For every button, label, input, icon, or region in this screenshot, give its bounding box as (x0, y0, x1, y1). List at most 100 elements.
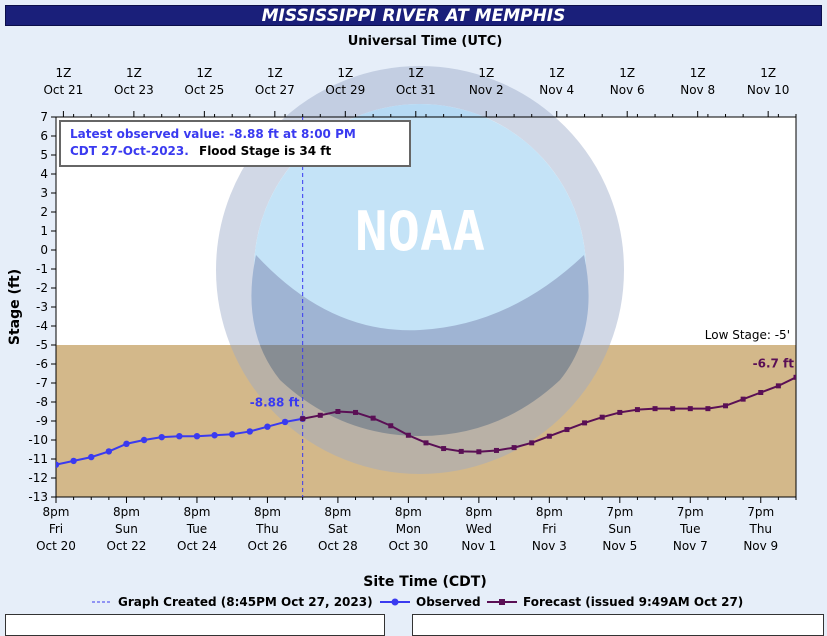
x-bottom-label-5-0: 8pm (395, 505, 422, 519)
x-bottom-label-9-2: Nov 7 (673, 539, 708, 553)
annotation-box (59, 120, 411, 167)
noaa-logo-sky (254, 104, 586, 436)
legend-observed: Observed (416, 595, 481, 609)
x-bottom-label-2-2: Oct 24 (177, 539, 217, 553)
y-tick-label-13: -6 (36, 357, 48, 371)
x-top-label-7-0: 1Z (549, 66, 565, 80)
y-tick-label-17: -10 (28, 433, 48, 447)
forecast-point (758, 390, 764, 395)
forecast-point (388, 423, 394, 429)
forecast-point (335, 409, 341, 414)
y-tick-label-1: 6 (40, 129, 48, 143)
x-bottom-label-1-2: Oct 22 (107, 539, 147, 553)
y-tick-label-4: 3 (40, 186, 48, 200)
y-tick-label-7: 0 (40, 243, 48, 257)
forecast-point (405, 432, 411, 438)
forecast-point (458, 448, 464, 454)
forecast-point (670, 406, 676, 412)
observed-point (70, 457, 77, 465)
x-top-label-5-1: Oct 31 (396, 83, 436, 97)
forecast-point (353, 409, 359, 415)
info-panel-left (5, 614, 385, 636)
latest-value-annotation: Latest observed value: -8.88 ft at 8:00 … (59, 120, 411, 167)
series-layer (56, 374, 796, 468)
x-bottom-label-9-0: 7pm (677, 505, 704, 519)
observed-point (264, 423, 271, 430)
y-tick-label-16: -9 (36, 414, 48, 428)
forecast-point (300, 416, 306, 422)
annotation-flood-stage: Flood Stage is 34 ft (199, 144, 331, 158)
observed-point (158, 433, 165, 441)
forecast-point (511, 445, 517, 451)
x-bottom-label-5-2: Oct 30 (388, 539, 428, 553)
x-bottom-label-0-2: Oct 20 (36, 539, 76, 553)
forecast-point (564, 427, 570, 433)
bottom-axis-title: Site Time (CDT) (363, 574, 487, 590)
forecast-point (546, 433, 552, 439)
forecast-point (529, 440, 535, 446)
y-tick-label-5: 2 (40, 205, 48, 219)
x-axis-bottom: 8pm Fri Oct 20 8pm Sun Oct 22 8pm Tue Oct 24 8pm T… (36, 497, 797, 553)
observed-last-value-label: -8.88 ft (250, 396, 300, 410)
x-bottom-label-0-0: 8pm (43, 505, 70, 519)
forecast-last-value-label: -6.7 ft (753, 356, 795, 370)
observed-point (56, 461, 60, 468)
x-bottom-label-9-1: Tue (679, 522, 701, 536)
x-top-label-0-0: 1Z (55, 66, 71, 80)
observed-point (228, 431, 236, 438)
y-tick-label-0: 7 (40, 110, 48, 124)
x-bottom-label-6-1: Wed (466, 522, 492, 536)
forecast-point (687, 406, 693, 412)
observed-point (105, 448, 113, 455)
y-tick-label-11: -4 (36, 319, 48, 333)
x-top-label-2-1: Oct 25 (184, 83, 224, 97)
noaa-logo-bird (251, 255, 589, 436)
legend: Graph Created (8:45PM Oct 27, 2023) Obse… (92, 595, 743, 609)
forecast-point (493, 447, 499, 453)
y-tick-label-15: -8 (36, 395, 48, 409)
x-top-label-8-0: 1Z (619, 66, 635, 80)
x-bottom-label-8-1: Sun (608, 522, 631, 536)
x-bottom-label-6-0: 8pm (465, 505, 492, 519)
x-bottom-label-4-2: Oct 28 (318, 539, 358, 553)
x-top-label-8-1: Nov 6 (610, 83, 645, 97)
y-tick-label-10: -3 (36, 300, 48, 314)
x-top-label-4-0: 1Z (337, 66, 353, 80)
forecast-point (652, 406, 658, 412)
x-top-label-6-1: Nov 2 (469, 83, 504, 97)
x-bottom-label-4-1: Sat (328, 522, 348, 536)
x-top-label-7-1: Nov 4 (539, 83, 574, 97)
x-bottom-label-7-2: Nov 3 (532, 539, 567, 553)
x-top-label-10-0: 1Z (760, 66, 776, 80)
forecast-point (476, 449, 482, 455)
observed-point (176, 433, 183, 440)
forecast-point (423, 440, 429, 446)
x-bottom-label-10-2: Nov 9 (743, 539, 778, 553)
observed-point (88, 453, 95, 461)
annotation-date: CDT 27-Oct-2023. (70, 144, 189, 158)
x-bottom-label-1-0: 8pm (113, 505, 140, 519)
y-tick-label-20: -13 (28, 490, 48, 504)
y-axis: 7 6 5 4 3 2 1 0 -1 -2 -3 -4 -5 -6 -7 -8 -9 -10 -11 -12 -13 (28, 110, 56, 504)
x-top-label-0-1: Oct 21 (43, 83, 83, 97)
x-top-label-1-1: Oct 23 (114, 83, 154, 97)
y-tick-label-19: -12 (28, 471, 48, 485)
y-tick-label-8: -1 (36, 262, 48, 276)
legend-graph-created: Graph Created (8:45PM Oct 27, 2023) (118, 595, 373, 609)
x-bottom-label-8-0: 7pm (606, 505, 633, 519)
observed-point (193, 433, 201, 440)
observed-point (281, 418, 289, 426)
x-top-label-9-0: 1Z (690, 66, 706, 80)
x-bottom-label-0-1: Fri (49, 522, 63, 536)
noaa-logo-outer (216, 66, 624, 474)
y-tick-label-9: -2 (36, 281, 48, 295)
forecast-point (634, 407, 640, 413)
y-tick-label-12: -5 (36, 338, 48, 352)
x-bottom-label-2-1: Tue (186, 522, 208, 536)
observed-point (246, 428, 254, 435)
y-tick-label-3: 4 (40, 167, 48, 181)
forecast-point (582, 420, 588, 426)
annotation-line-1: Latest observed value: -8.88 ft at 8:00 … (70, 127, 356, 141)
x-top-label-1-0: 1Z (126, 66, 142, 80)
